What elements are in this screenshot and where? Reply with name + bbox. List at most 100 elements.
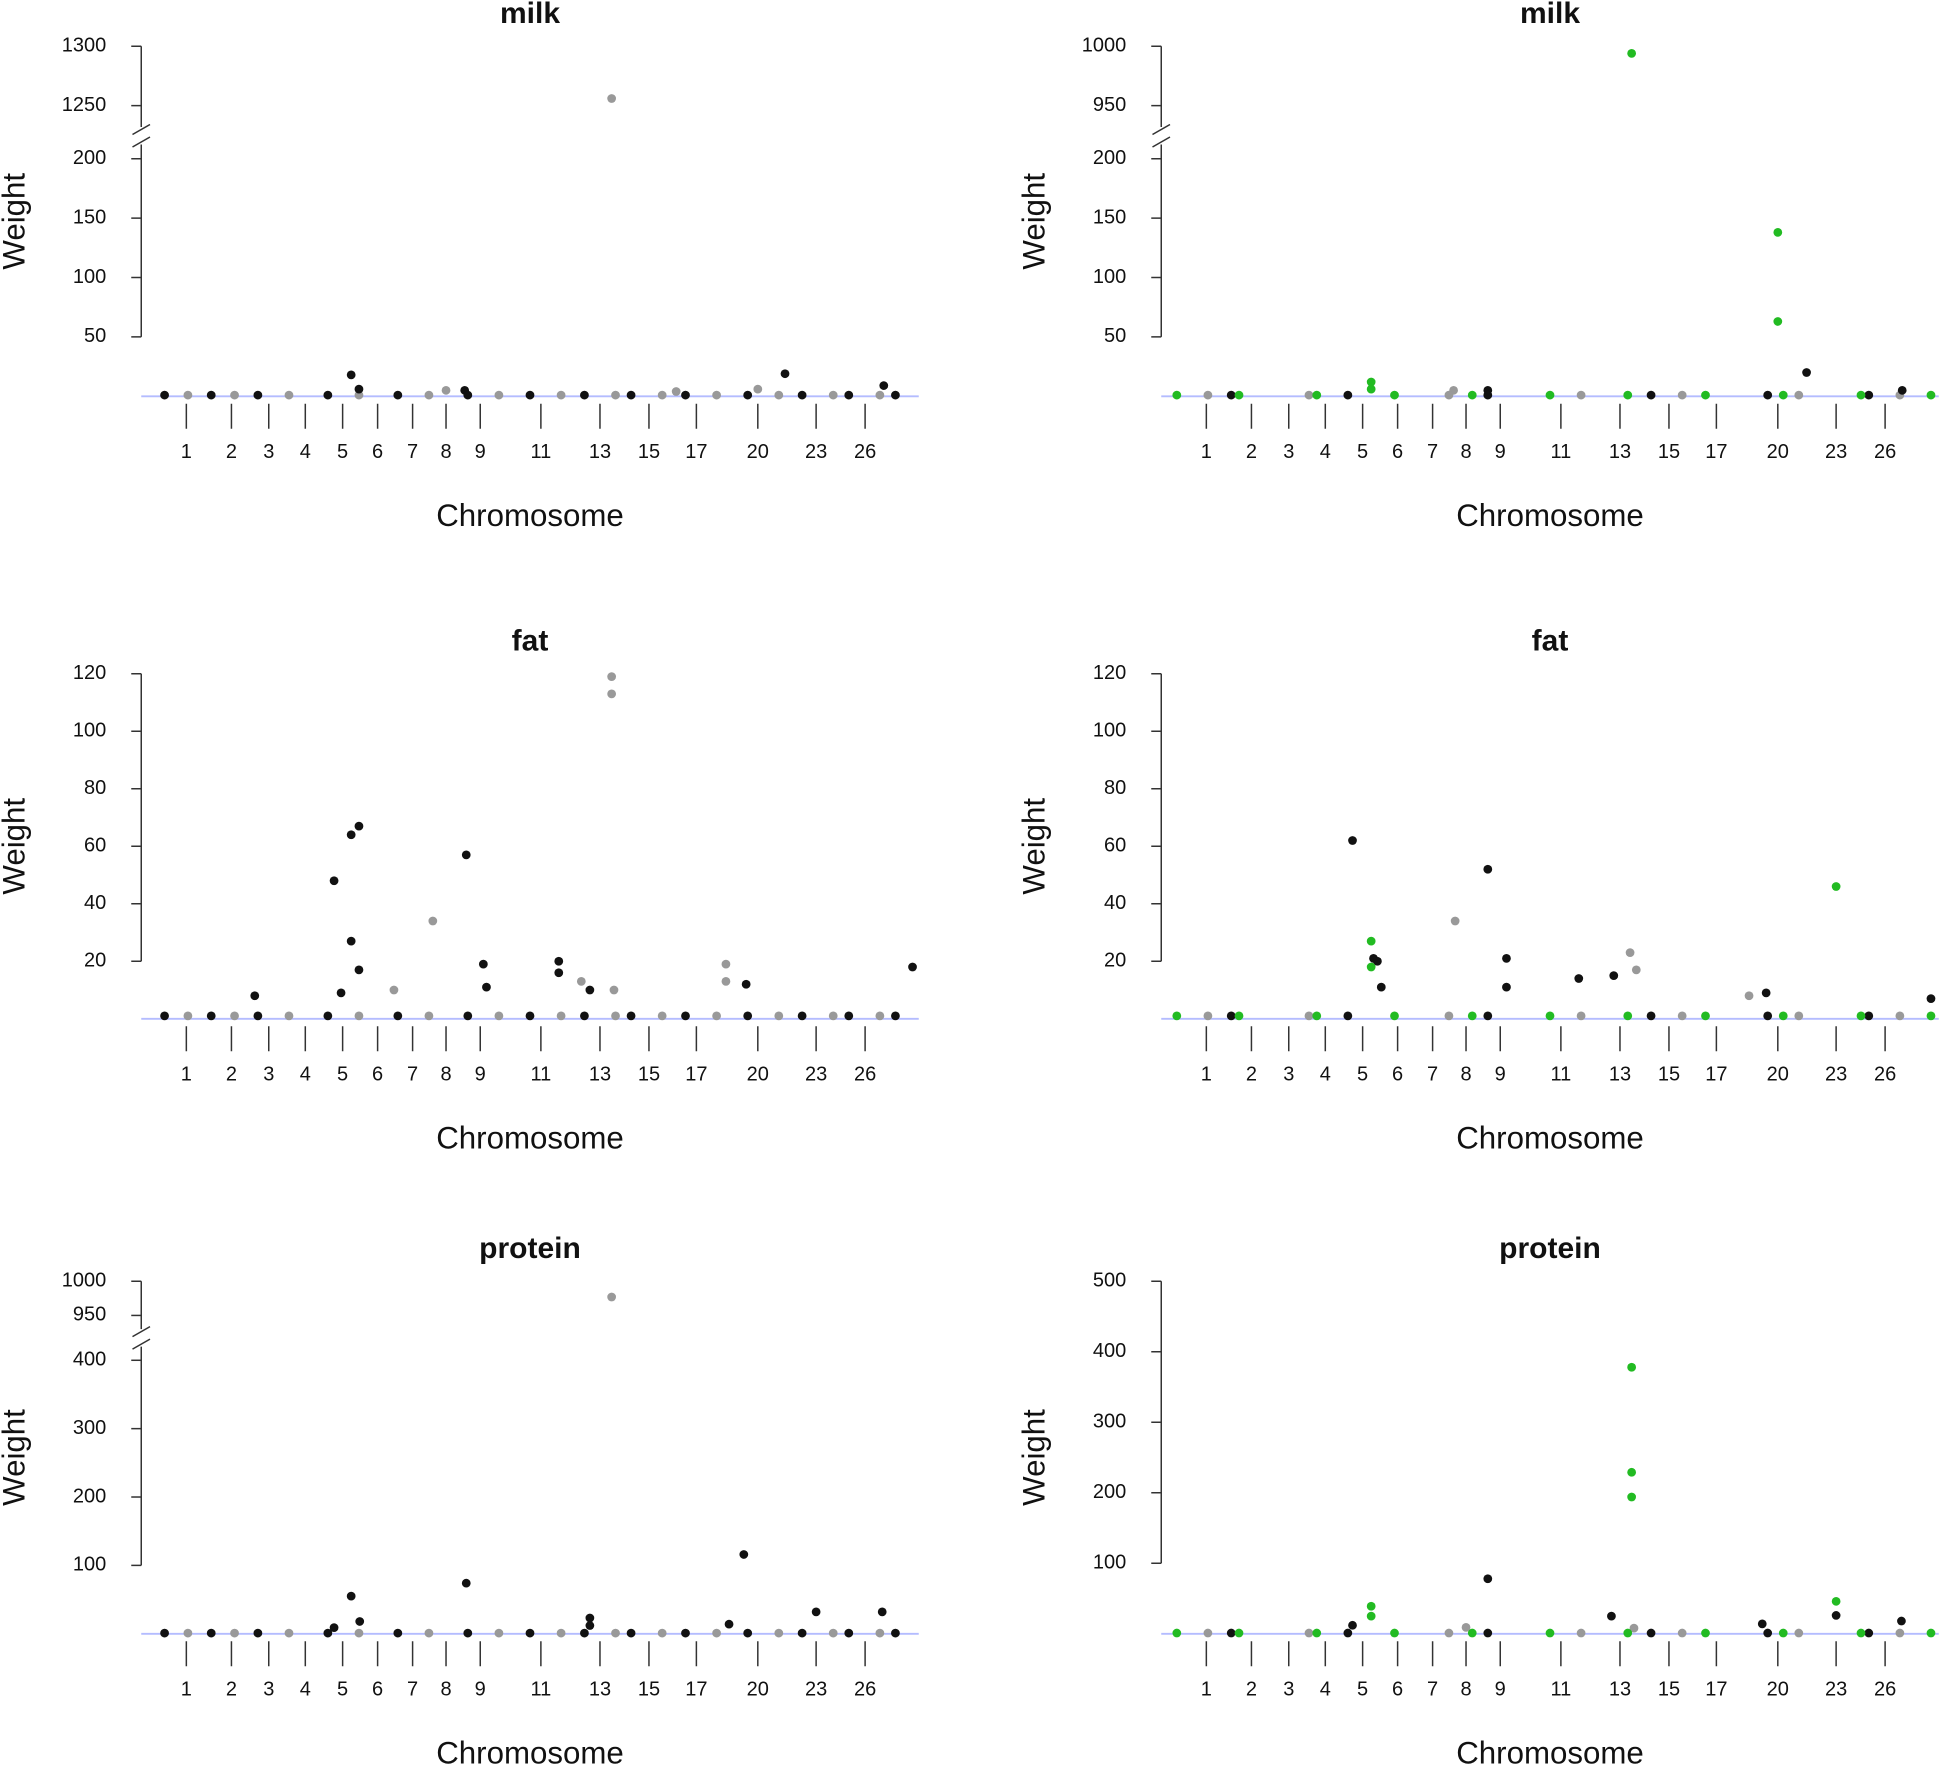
x-tick-label: 20 (747, 1678, 769, 1700)
x-tick-label: 20 (1767, 441, 1789, 463)
y-tick-label: 60 (84, 835, 106, 857)
x-tick-label: 3 (1283, 441, 1294, 463)
point (1763, 1011, 1773, 1021)
point (1701, 1011, 1710, 1021)
point (1856, 390, 1866, 400)
point (585, 985, 595, 995)
point (879, 381, 889, 390)
point (1203, 1011, 1213, 1021)
y-tick-label: 950 (73, 1304, 106, 1326)
point (681, 1011, 690, 1021)
point (284, 390, 294, 400)
x-tick-label: 11 (1551, 1063, 1572, 1085)
point (681, 390, 690, 400)
point (657, 1628, 667, 1638)
point (346, 936, 356, 946)
x-tick-label: 15 (1658, 1678, 1680, 1700)
point (671, 387, 681, 396)
x-tick-label: 2 (1246, 1063, 1257, 1085)
y-tick-label: 500 (1093, 1270, 1126, 1292)
point (355, 1617, 365, 1626)
x-tick-label: 26 (1874, 1063, 1896, 1085)
x-tick-label: 17 (1705, 1678, 1727, 1700)
point (1607, 1611, 1616, 1621)
x-tick-label: 8 (1460, 1063, 1471, 1085)
x-tick-label: 23 (1825, 441, 1847, 463)
point (323, 390, 333, 400)
point (1864, 1011, 1874, 1021)
y-tick-label: 150 (73, 206, 106, 228)
y-tick-label: 100 (73, 720, 106, 742)
point (741, 979, 751, 989)
point (206, 1628, 216, 1638)
point (160, 390, 169, 400)
x-tick-label: 6 (1392, 441, 1403, 463)
point (1744, 991, 1754, 1001)
point (607, 672, 617, 681)
point (576, 977, 586, 986)
point (346, 370, 356, 380)
point (253, 1628, 263, 1638)
point (1483, 390, 1493, 400)
x-tick-label: 11 (1551, 1678, 1572, 1700)
x-tick-label: 3 (1283, 1063, 1294, 1085)
x-tick-label: 26 (854, 1063, 876, 1085)
y-tick-label: 40 (84, 892, 106, 914)
point (424, 1011, 434, 1021)
point (1778, 1011, 1788, 1021)
point (721, 959, 731, 969)
x-tick-label: 15 (1658, 1063, 1680, 1085)
x-tick-label: 6 (372, 1063, 383, 1085)
point (1864, 1628, 1874, 1638)
point (1856, 1011, 1866, 1021)
point (811, 1607, 821, 1617)
point (1831, 1611, 1841, 1620)
point (611, 1628, 620, 1638)
x-tick-label: 3 (263, 441, 274, 463)
x-tick-label: 1 (181, 1063, 192, 1085)
y-tick-label: 120 (1093, 662, 1126, 684)
x-tick-label: 1 (181, 1678, 192, 1700)
x-axis-label: Chromosome (1456, 1735, 1644, 1770)
y-tick-label: 100 (73, 1554, 106, 1576)
x-tick-label: 9 (1495, 441, 1506, 463)
x-tick-label: 17 (685, 1678, 707, 1700)
point (1234, 1628, 1244, 1638)
x-tick-label: 6 (372, 1678, 383, 1700)
point (1461, 1623, 1471, 1632)
point (1502, 954, 1511, 963)
point (461, 1578, 471, 1588)
x-tick-label: 8 (440, 1678, 451, 1700)
y-tick-label: 200 (73, 147, 106, 169)
point (183, 1011, 193, 1021)
x-tick-label: 13 (589, 1063, 611, 1085)
x-tick-label: 2 (226, 441, 237, 463)
point (1677, 390, 1687, 400)
point (1234, 1011, 1244, 1021)
point (354, 384, 364, 394)
point (1625, 948, 1635, 957)
axis-break (132, 1325, 151, 1338)
point (329, 1623, 339, 1632)
point (585, 1621, 595, 1630)
point (323, 1628, 333, 1638)
point (607, 689, 617, 699)
point (554, 956, 564, 966)
point (1864, 390, 1874, 400)
point (1576, 1011, 1586, 1021)
point (1348, 836, 1357, 845)
point (1773, 317, 1783, 326)
point (1856, 1628, 1866, 1638)
y-tick-label: 400 (1093, 1340, 1126, 1362)
point (284, 1011, 294, 1021)
point (1483, 1574, 1493, 1584)
point (875, 390, 885, 400)
point (1831, 882, 1841, 891)
x-tick-label: 11 (1551, 441, 1572, 463)
point (1627, 49, 1637, 58)
point (657, 1011, 667, 1021)
point (525, 1628, 535, 1638)
x-tick-label: 15 (638, 1678, 660, 1700)
x-tick-label: 6 (1392, 1678, 1403, 1700)
